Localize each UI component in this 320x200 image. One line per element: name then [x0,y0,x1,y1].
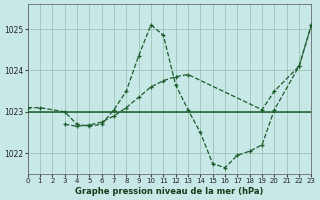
X-axis label: Graphe pression niveau de la mer (hPa): Graphe pression niveau de la mer (hPa) [75,187,264,196]
